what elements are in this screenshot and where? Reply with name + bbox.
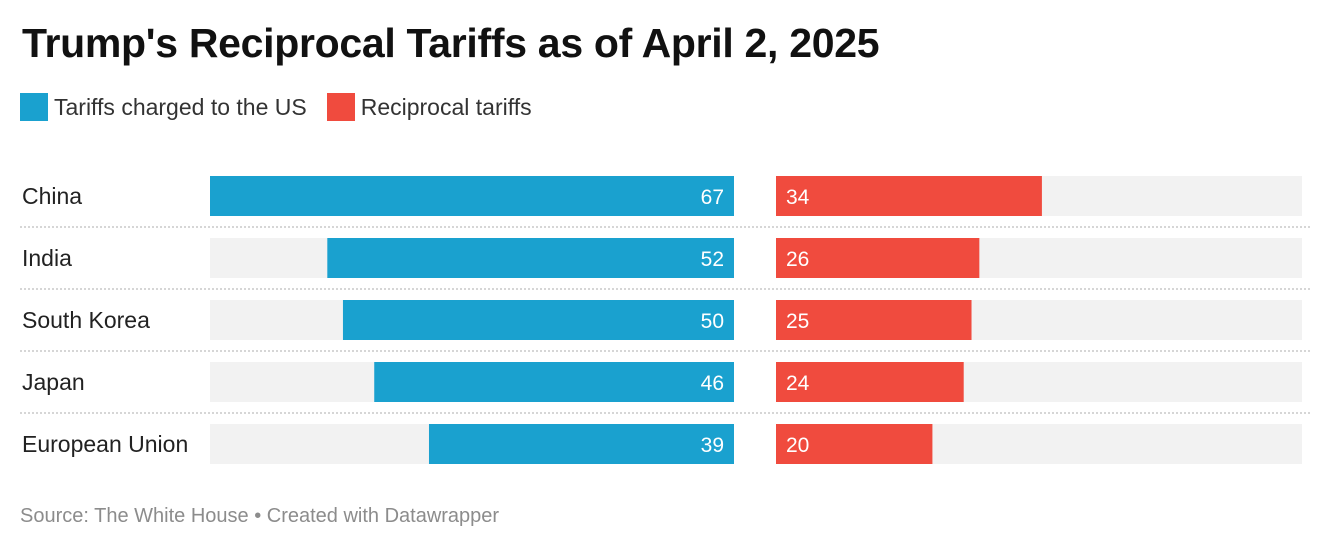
value-label-tariffs-charged-south-korea: 50 bbox=[701, 310, 724, 333]
value-label-reciprocal-japan: 24 bbox=[786, 372, 810, 395]
bar-reciprocal-india bbox=[776, 238, 980, 278]
bar-tariffs-charged-south-korea bbox=[342, 300, 734, 340]
bar-reciprocal-south-korea bbox=[776, 300, 972, 340]
value-label-reciprocal-european-union: 20 bbox=[786, 434, 809, 457]
value-label-tariffs-charged-european-union: 39 bbox=[701, 434, 724, 457]
value-label-reciprocal-india: 26 bbox=[786, 248, 809, 271]
row-label-european-union: European Union bbox=[22, 431, 188, 457]
legend-item-tariffs-charged: Tariffs charged to the US bbox=[20, 93, 307, 121]
value-label-tariffs-charged-japan: 46 bbox=[701, 372, 724, 395]
legend-item-reciprocal: Reciprocal tariffs bbox=[326, 93, 532, 121]
value-label-reciprocal-south-korea: 25 bbox=[786, 310, 809, 333]
bar-reciprocal-japan bbox=[776, 362, 964, 402]
legend-swatch-tariffs-charged bbox=[20, 93, 48, 121]
row-label-japan: Japan bbox=[22, 369, 85, 395]
value-label-reciprocal-china: 34 bbox=[786, 186, 810, 209]
bar-tariffs-charged-japan bbox=[374, 362, 734, 402]
legend-swatch-reciprocal bbox=[326, 93, 355, 121]
legend-label-reciprocal: Reciprocal tariffs bbox=[360, 93, 532, 120]
row-label-china: China bbox=[22, 183, 82, 209]
value-label-tariffs-charged-india: 52 bbox=[701, 248, 724, 271]
source-note: Source: The White House • Created with D… bbox=[20, 505, 500, 527]
row-label-south-korea: South Korea bbox=[22, 307, 150, 333]
value-label-tariffs-charged-china: 67 bbox=[701, 186, 724, 209]
bar-reciprocal-european-union bbox=[776, 424, 933, 464]
legend: Tariffs charged to the US Reciprocal tar… bbox=[20, 92, 552, 122]
chart-title: Trump's Reciprocal Tariffs as of April 2… bbox=[22, 20, 880, 66]
bar-tariffs-charged-india bbox=[327, 238, 734, 278]
bar-reciprocal-china bbox=[776, 176, 1042, 216]
row-label-india: India bbox=[22, 245, 72, 271]
legend-label-tariffs-charged: Tariffs charged to the US bbox=[54, 93, 307, 120]
bar-tariffs-charged-european-union bbox=[428, 424, 734, 464]
bar-chart: China 67 34 India 52 26 South Korea 50 25 Japan 46… bbox=[20, 176, 1310, 464]
bar-tariffs-charged-china bbox=[210, 176, 734, 216]
